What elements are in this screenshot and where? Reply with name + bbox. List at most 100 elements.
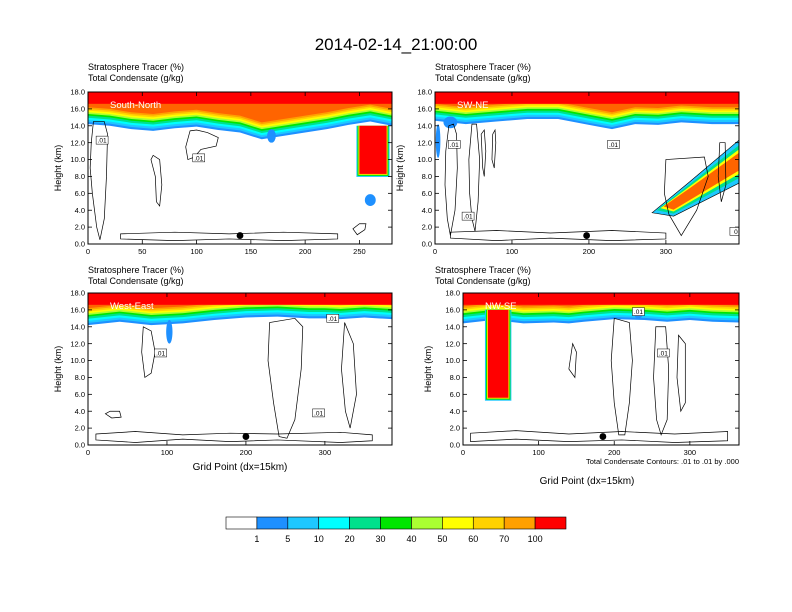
location-marker xyxy=(583,232,591,239)
tracer-core xyxy=(88,92,392,104)
y-tick-label: 0.0 xyxy=(450,441,460,450)
condensate-contour xyxy=(95,431,373,443)
x-tick-label: 100 xyxy=(161,448,174,457)
x-tick-label: 200 xyxy=(608,448,621,457)
condensate-contour xyxy=(104,410,122,419)
y-axis-label: Height (km) xyxy=(423,346,433,393)
condensate-contour xyxy=(150,154,163,207)
contour-label-box xyxy=(95,135,109,145)
contour-label: 0 xyxy=(734,229,738,236)
condensate-contour xyxy=(267,317,304,439)
panel-subtitle-tracer: Stratosphere Tracer (%) xyxy=(88,265,184,275)
y-tick-label: 2.0 xyxy=(422,223,432,232)
plot-frame xyxy=(87,91,393,245)
colorbar-label: 70 xyxy=(499,534,509,544)
y-tick-label: 12.0 xyxy=(70,339,85,348)
contour-label: .01 xyxy=(156,350,165,357)
y-tick-label: 8.0 xyxy=(75,373,85,382)
colorbar-swatch xyxy=(318,516,350,530)
tracer-core xyxy=(463,293,739,305)
condensate-contour xyxy=(663,156,709,237)
contour-label-box xyxy=(326,314,340,323)
y-tick-label: 12.0 xyxy=(70,138,85,147)
contour-label: .01 xyxy=(634,309,643,316)
x-tick-label: 0 xyxy=(433,247,437,256)
colorbar-swatch xyxy=(349,516,381,530)
y-tick-label: 10.0 xyxy=(417,155,432,164)
plot-area: .01 .01 xyxy=(88,92,392,244)
condensate-contour xyxy=(470,430,729,443)
panel-subtitle-condensate: Total Condensate (g/kg) xyxy=(88,276,184,286)
x-tick-label: 200 xyxy=(299,247,312,256)
tracer-blob xyxy=(443,116,458,129)
condensate-contour xyxy=(89,121,108,240)
location-marker xyxy=(236,232,244,239)
tracer-blob xyxy=(364,194,376,206)
x-tick-label: 150 xyxy=(245,247,258,256)
x-tick-label: 300 xyxy=(319,448,332,457)
y-tick-label: 6.0 xyxy=(450,390,460,399)
plot-frame xyxy=(462,292,740,446)
y-tick-label: 10.0 xyxy=(445,356,460,365)
condensate-contour xyxy=(444,123,458,236)
plot-frame xyxy=(434,91,740,245)
x-tick-label: 100 xyxy=(506,247,519,256)
colorbar-swatch xyxy=(534,516,567,530)
x-tick-label: 100 xyxy=(532,448,545,457)
y-tick-label: 10.0 xyxy=(70,155,85,164)
colorbar-label: 100 xyxy=(528,534,543,544)
y-tick-label: 16.0 xyxy=(70,305,85,314)
x-tick-label: 0 xyxy=(86,247,90,256)
tracer-blob xyxy=(166,320,173,344)
y-tick-label: 6.0 xyxy=(75,189,85,198)
x-tick-label: 200 xyxy=(240,448,253,457)
figure-title: 2014-02-14_21:00:00 xyxy=(315,35,478,54)
y-tick-label: 0.0 xyxy=(422,240,432,249)
y-axis-label: Height (km) xyxy=(53,346,63,393)
colorbar-swatch xyxy=(256,516,289,530)
y-tick-label: 18.0 xyxy=(70,289,85,298)
condensate-contour xyxy=(653,326,670,436)
plot-area: .01 .01 .01 xyxy=(88,293,392,445)
plot-frame xyxy=(87,292,393,446)
contour-label-box xyxy=(461,211,475,221)
panel-subtitle-condensate: Total Condensate (g/kg) xyxy=(435,276,531,286)
colorbar-swatch xyxy=(442,516,474,530)
panel-nw-se: Stratosphere Tracer (%) Total Condensate… xyxy=(423,265,740,487)
y-tick-label: 4.0 xyxy=(450,407,460,416)
location-marker xyxy=(242,433,250,440)
y-tick-label: 12.0 xyxy=(417,138,432,147)
condensate-contour xyxy=(450,230,667,241)
contour-label: .01 xyxy=(314,410,323,417)
condensate-contour xyxy=(352,223,367,236)
panel-west-east: Stratosphere Tracer (%) Total Condensate… xyxy=(53,265,393,473)
y-tick-label: 14.0 xyxy=(417,121,432,130)
tracer-core xyxy=(435,92,739,104)
contour-label-box xyxy=(312,408,325,418)
y-tick-label: 18.0 xyxy=(70,88,85,97)
y-tick-label: 16.0 xyxy=(445,305,460,314)
y-tick-label: 18.0 xyxy=(417,88,432,97)
contour-label-box xyxy=(657,348,670,358)
condensate-contour-note: Total Condensate Contours: .01 to .01 by… xyxy=(586,457,739,466)
panel-label: South-North xyxy=(110,100,161,111)
y-tick-label: 6.0 xyxy=(75,390,85,399)
condensate-contour xyxy=(568,342,577,379)
panel-south-north: Stratosphere Tracer (%) Total Condensate… xyxy=(53,62,393,256)
x-axis-label: Grid Point (dx=15km) xyxy=(193,462,288,473)
contour-label: .01 xyxy=(464,214,473,221)
x-tick-label: 50 xyxy=(138,247,146,256)
y-tick-label: 0.0 xyxy=(75,441,85,450)
x-tick-label: 200 xyxy=(583,247,596,256)
contour-label-box xyxy=(447,140,461,149)
tracer-blob xyxy=(435,124,441,158)
condensate-contour xyxy=(185,129,219,161)
condensate-contour xyxy=(480,129,487,177)
y-tick-label: 16.0 xyxy=(417,104,432,113)
tracer-blob xyxy=(267,129,276,143)
tracer-intrusion-plume xyxy=(663,152,739,210)
colorbar-swatch xyxy=(287,516,320,530)
colorbar-label: 5 xyxy=(285,534,290,544)
colorbar: 1 5 10 20 30 40 50 60 70 100 xyxy=(225,516,567,544)
